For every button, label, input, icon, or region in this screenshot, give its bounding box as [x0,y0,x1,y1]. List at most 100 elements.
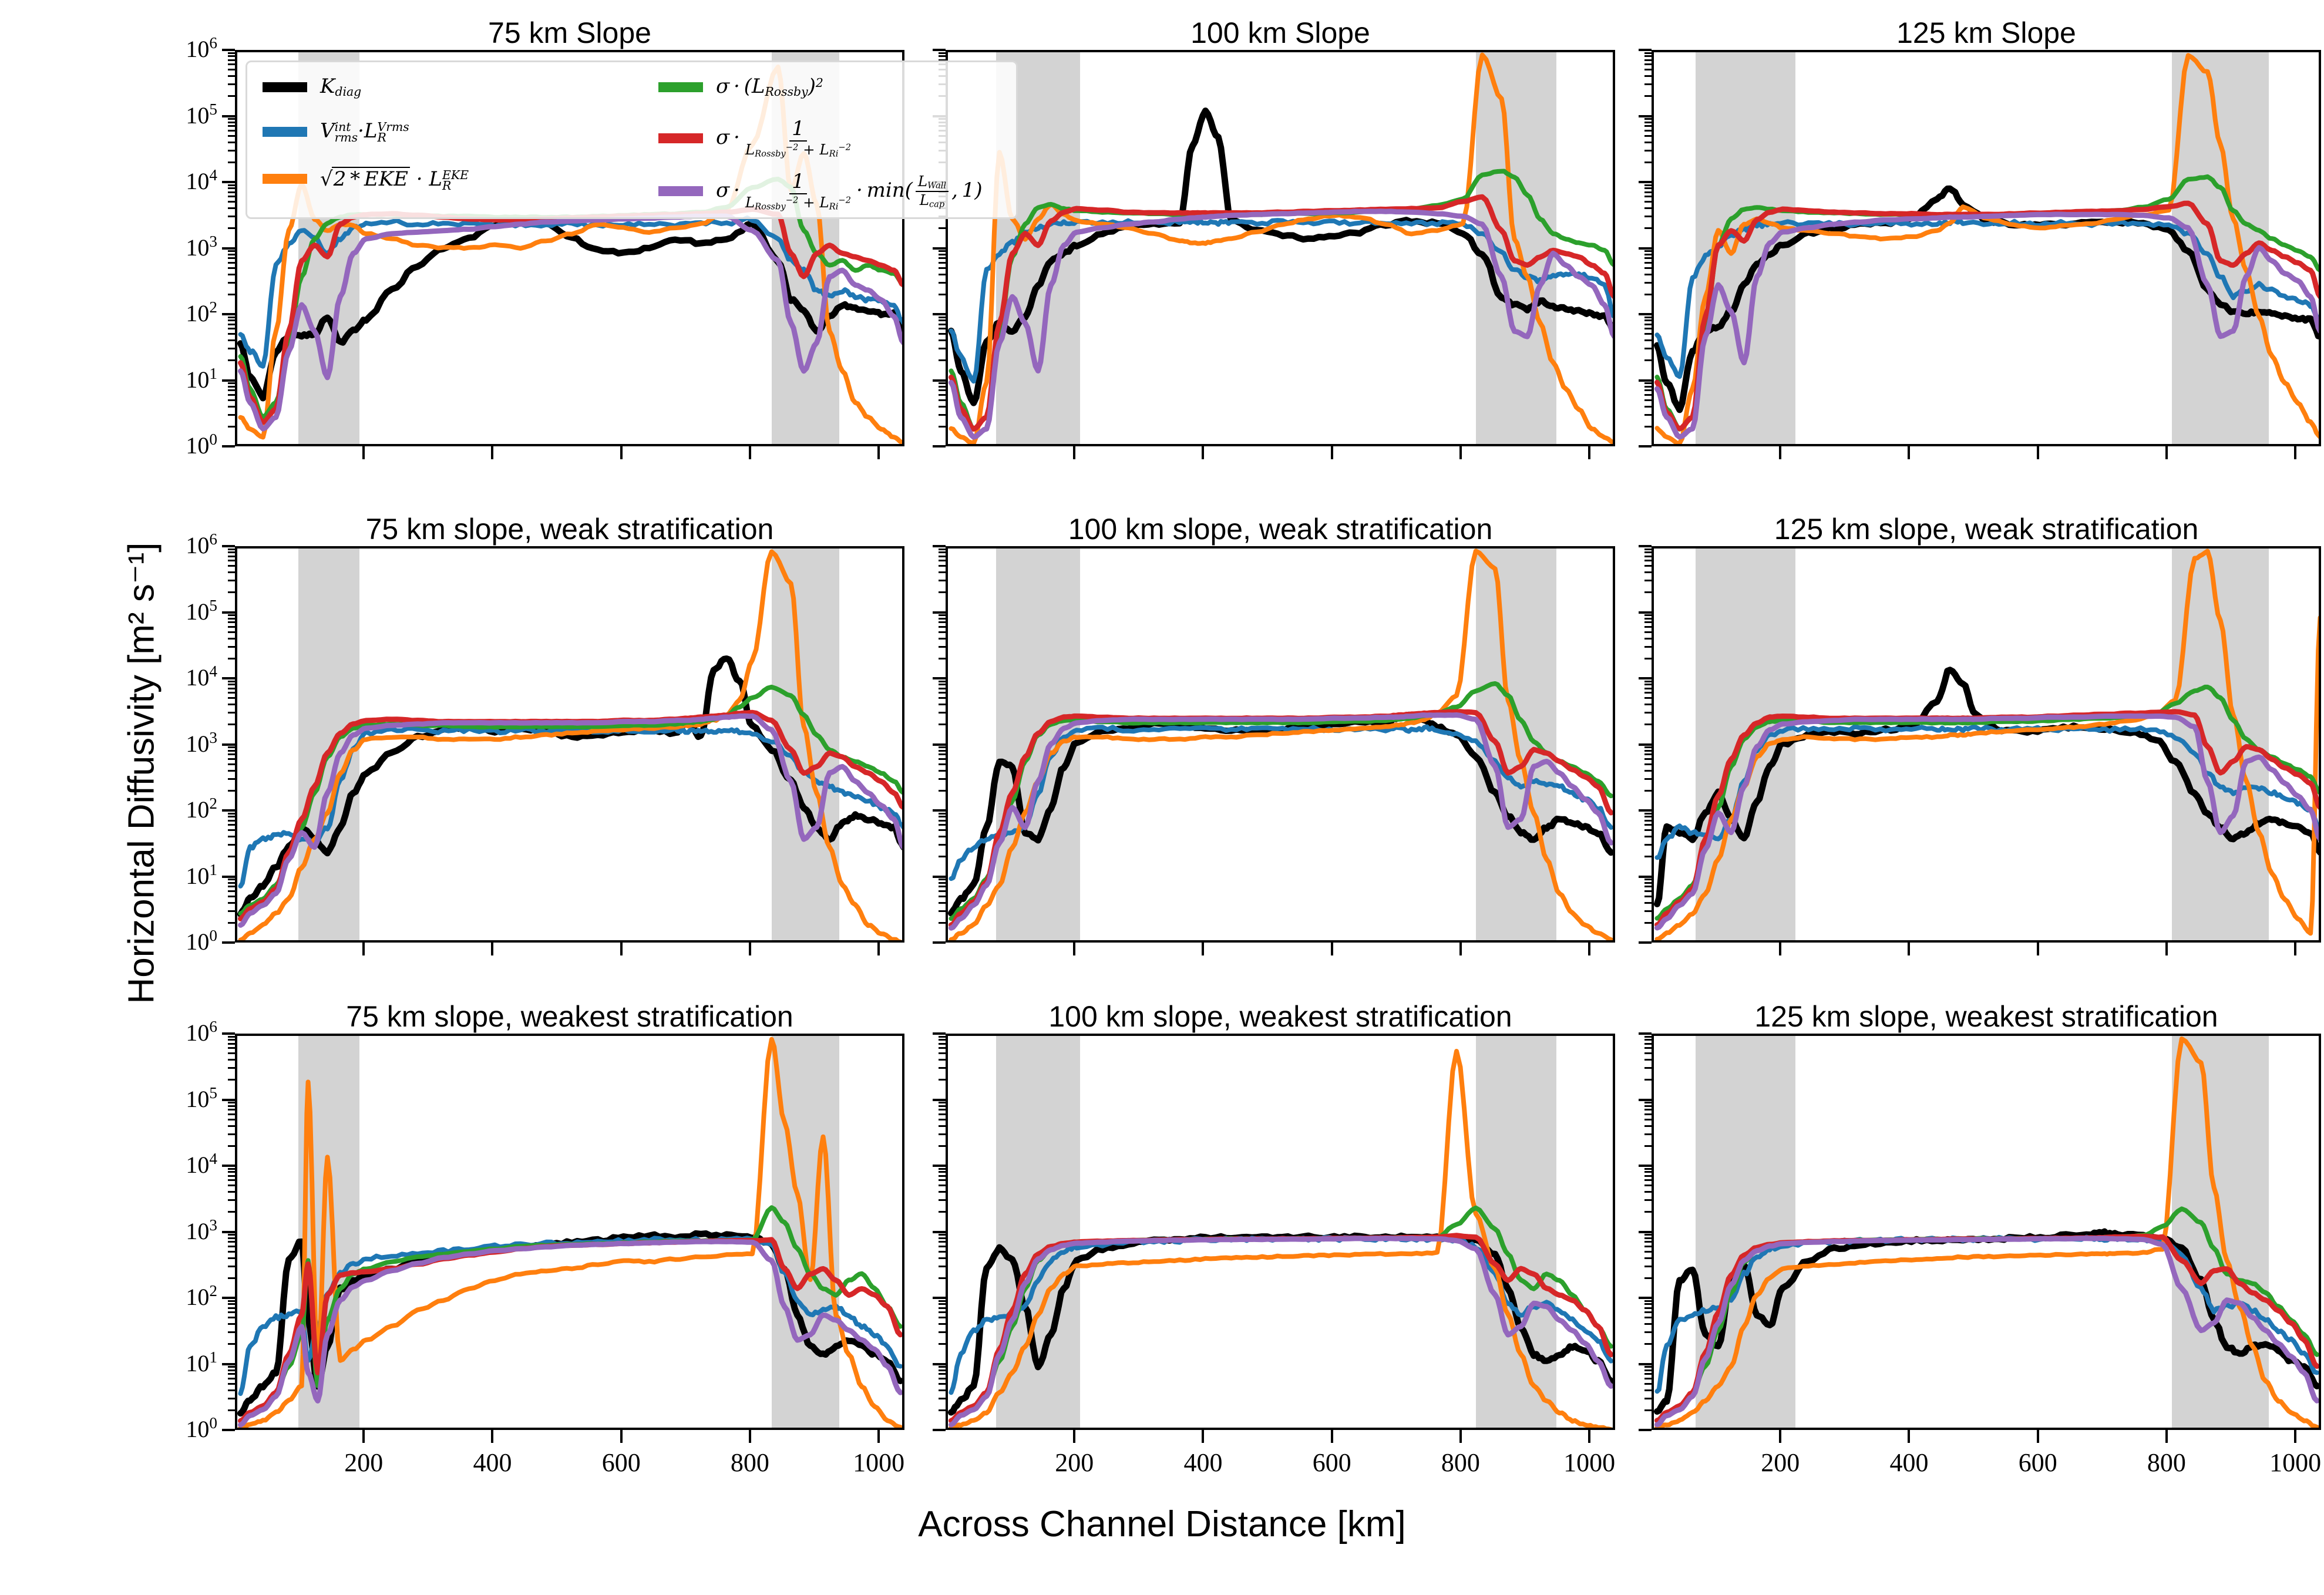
y-tick-label: 104 [186,1150,217,1178]
series-line-capped [1654,713,2319,931]
y-tick-minor [939,637,946,640]
y-tick-minor [939,1185,946,1187]
y-tick-minor [228,393,235,396]
y-tick-minor [228,359,235,362]
y-tick-label: 104 [186,662,217,691]
y-tick-minor [228,1237,235,1239]
y-tick-major [933,379,946,382]
y-tick-major [222,1165,235,1167]
y-tick-minor [939,323,946,325]
y-tick-minor [1644,758,1652,760]
y-tick-minor [1644,1343,1652,1345]
y-tick-minor [228,1303,235,1305]
y-tick-major [222,115,235,117]
series-line-capped [238,213,902,432]
y-tick-major [222,313,235,315]
y-tick-minor [1644,1382,1652,1385]
y-tick-minor [939,1125,946,1127]
y-tick-minor [939,645,946,648]
y-tick-minor [939,1179,946,1182]
y-tick-major [933,1362,946,1365]
y-tick-minor [939,617,946,620]
y-tick-minor [939,1303,946,1305]
y-tick-major [1639,1230,1652,1233]
y-tick-minor [939,227,946,230]
y-tick-label: 104 [186,166,217,194]
y-tick-minor [939,758,946,760]
series-line-capped [949,1236,1613,1428]
y-tick-minor [228,95,235,97]
y-tick-major [1639,677,1652,679]
y-tick-minor [228,52,235,54]
y-tick-major [222,875,235,878]
x-tick-label: 400 [1889,1448,1929,1477]
series-line-capped [1654,1236,2319,1428]
y-tick-minor [939,824,946,826]
y-tick-major [222,611,235,614]
x-tick-major [748,1430,751,1443]
y-tick-minor [1644,816,1652,818]
y-tick-minor [228,1311,235,1314]
y-tick-major [933,809,946,812]
y-tick-minor [228,1052,235,1055]
legend-swatch-lrossby2 [658,82,703,92]
y-tick-minor [228,548,235,550]
y-tick-minor [1644,281,1652,284]
y-tick-minor [228,1373,235,1375]
y-tick-minor [1644,844,1652,846]
y-tick-minor [939,1211,946,1213]
y-tick-minor [228,1105,235,1107]
y-tick-minor [939,385,946,388]
y-tick-major [222,743,235,746]
y-tick-minor [228,890,235,892]
y-tick-minor [1644,1042,1652,1045]
y-tick-minor [1644,829,1652,832]
y-tick-minor [228,1331,235,1334]
y-tick-minor [228,692,235,694]
y-tick-major [1639,379,1652,382]
y-tick-major [1639,115,1652,117]
x-tick-major [2294,446,2297,459]
y-tick-major [1639,1429,1652,1431]
x-tick-major [1330,943,1333,955]
y-tick-minor [939,1035,946,1038]
y-tick-minor [228,1277,235,1279]
y-tick-minor [939,819,946,822]
y-tick-minor [1644,121,1652,123]
y-tick-major [222,1362,235,1365]
y-tick-minor [939,1237,946,1239]
y-tick-minor [1644,425,1652,428]
y-tick-minor [1644,405,1652,408]
y-tick-minor [939,1047,946,1049]
y-tick-minor [228,816,235,818]
y-tick-minor [1644,323,1652,325]
y-tick-minor [939,895,946,897]
legend-label-capped: σ · 1 LRossby−2 + LRi−2 · min(LWall Lcap, 1) [716,170,983,212]
y-tick-minor [1644,1241,1652,1243]
y-tick-minor [1644,1035,1652,1038]
y-tick-minor [228,196,235,198]
x-tick-major [362,1430,365,1443]
y-tick-minor [228,1211,235,1213]
y-tick-minor [228,1185,235,1187]
y-tick-minor [228,621,235,624]
y-tick-major [933,611,946,614]
y-tick-minor [939,267,946,269]
y-tick-minor [939,1191,946,1193]
y-tick-minor [1644,1265,1652,1267]
y-tick-minor [939,571,946,574]
y-tick-minor [939,257,946,260]
y-tick-minor [939,816,946,818]
y-tick-label: 100 [186,927,217,955]
y-tick-minor [1644,187,1652,190]
y-tick-minor [1644,1052,1652,1055]
x-tick-major [2165,446,2168,459]
y-tick-minor [228,191,235,193]
y-tick-minor [1644,1133,1652,1135]
y-tick-major [222,941,235,944]
y-tick-minor [228,281,235,284]
x-tick-major [1073,943,1076,955]
y-tick-minor [939,1373,946,1375]
y-tick-minor [939,1382,946,1385]
y-tick-minor [939,881,946,884]
